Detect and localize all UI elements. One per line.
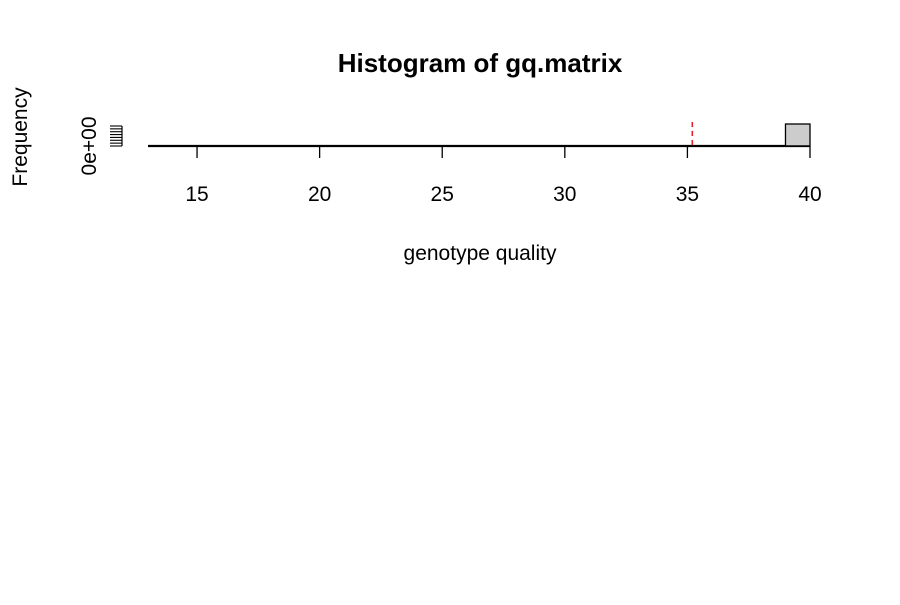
x-tick-label: 15: [185, 183, 208, 206]
x-tick-label: 35: [676, 183, 699, 206]
x-tick-label: 20: [308, 183, 331, 206]
x-tick-label: 25: [431, 183, 454, 206]
x-axis-title: genotype quality: [404, 242, 557, 265]
histogram-bar: [784, 123, 811, 147]
y-axis-title: Frequency: [9, 87, 32, 187]
plot-area: 15 20 25 30 35 40 0e+00: [78, 117, 822, 206]
chart-title: Histogram of gq.matrix: [338, 48, 623, 78]
x-tick-label: 40: [798, 183, 821, 206]
x-tick-label: 30: [553, 183, 576, 206]
y-tick-label: 0e+00: [78, 117, 101, 176]
